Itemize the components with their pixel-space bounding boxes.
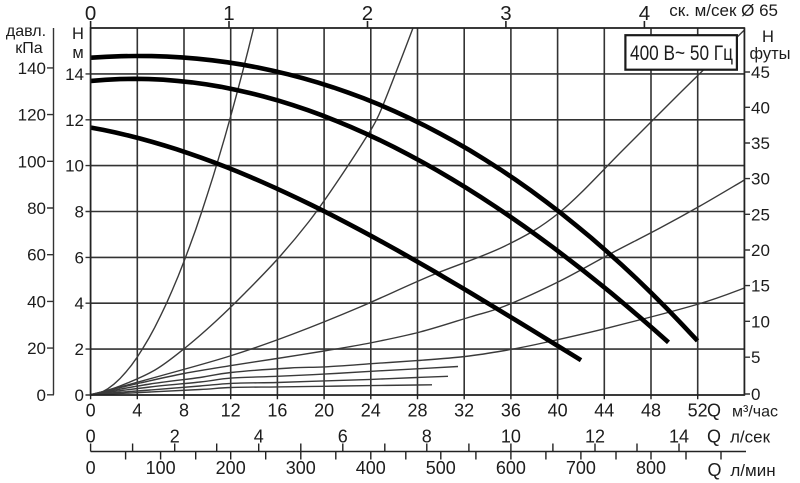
svg-text:400 В~ 50 Гц: 400 В~ 50 Гц	[630, 41, 733, 65]
svg-text:Н: Н	[72, 25, 84, 43]
svg-text:36: 36	[501, 401, 521, 421]
svg-text:л/мин: л/мин	[730, 461, 775, 480]
svg-text:4: 4	[132, 401, 142, 421]
svg-text:100: 100	[18, 152, 46, 171]
svg-text:24: 24	[361, 401, 381, 421]
svg-text:60: 60	[27, 246, 46, 265]
svg-text:давл.: давл.	[6, 23, 46, 40]
svg-text:25: 25	[751, 205, 770, 224]
svg-text:14: 14	[65, 65, 84, 84]
svg-text:0: 0	[751, 385, 760, 404]
svg-text:700: 700	[566, 458, 596, 478]
svg-text:Q: Q	[707, 401, 721, 421]
svg-text:0: 0	[86, 401, 96, 421]
svg-text:8: 8	[422, 427, 432, 447]
svg-text:м³/час: м³/час	[732, 404, 778, 421]
svg-text:0: 0	[75, 386, 84, 405]
svg-text:20: 20	[314, 401, 334, 421]
svg-text:2: 2	[170, 427, 180, 447]
svg-text:л/сек: л/сек	[730, 428, 771, 447]
svg-text:0: 0	[86, 427, 96, 447]
svg-text:32: 32	[454, 401, 474, 421]
svg-text:м: м	[72, 44, 83, 62]
svg-text:800: 800	[636, 458, 666, 478]
svg-text:2: 2	[75, 340, 84, 359]
svg-text:кПа: кПа	[15, 40, 43, 57]
svg-text:футы: футы	[749, 45, 790, 63]
svg-text:Q: Q	[707, 427, 721, 447]
svg-text:20: 20	[27, 339, 46, 358]
svg-text:2: 2	[362, 2, 373, 25]
svg-text:12: 12	[221, 401, 241, 421]
svg-text:0: 0	[37, 386, 46, 405]
svg-text:48: 48	[641, 401, 661, 421]
svg-text:1: 1	[223, 2, 234, 25]
svg-text:400: 400	[356, 458, 386, 478]
svg-text:12: 12	[65, 111, 84, 130]
svg-text:80: 80	[27, 199, 46, 218]
svg-text:4: 4	[75, 294, 84, 313]
svg-text:20: 20	[751, 241, 770, 260]
svg-text:40: 40	[751, 98, 770, 117]
svg-text:200: 200	[216, 458, 246, 478]
svg-text:10: 10	[751, 312, 770, 331]
svg-text:600: 600	[496, 458, 526, 478]
svg-text:12: 12	[585, 427, 605, 447]
svg-text:100: 100	[146, 458, 176, 478]
svg-text:10: 10	[65, 157, 84, 176]
svg-text:ск. м/сек Ø 65: ск. м/сек Ø 65	[669, 1, 778, 20]
svg-text:40: 40	[27, 292, 46, 311]
svg-text:16: 16	[267, 401, 287, 421]
svg-text:30: 30	[751, 170, 770, 189]
svg-text:140: 140	[18, 59, 46, 78]
svg-text:300: 300	[286, 458, 316, 478]
svg-text:0: 0	[85, 2, 96, 25]
svg-text:6: 6	[338, 427, 348, 447]
svg-text:10: 10	[501, 427, 521, 447]
svg-text:8: 8	[179, 401, 189, 421]
svg-text:40: 40	[548, 401, 568, 421]
svg-text:4: 4	[639, 2, 650, 25]
svg-text:14: 14	[669, 427, 689, 447]
svg-text:52: 52	[688, 401, 708, 421]
svg-text:0: 0	[86, 458, 96, 478]
svg-text:44: 44	[594, 401, 614, 421]
svg-text:500: 500	[426, 458, 456, 478]
svg-text:Q: Q	[707, 460, 721, 480]
svg-text:3: 3	[500, 2, 511, 25]
svg-text:28: 28	[407, 401, 427, 421]
svg-text:120: 120	[18, 106, 46, 125]
svg-text:35: 35	[751, 134, 770, 153]
svg-text:Н: Н	[762, 28, 774, 46]
svg-text:6: 6	[75, 248, 84, 267]
svg-text:5: 5	[751, 348, 760, 367]
svg-text:8: 8	[75, 203, 84, 222]
svg-text:4: 4	[254, 427, 264, 447]
svg-text:15: 15	[751, 277, 770, 296]
svg-text:45: 45	[751, 63, 770, 82]
